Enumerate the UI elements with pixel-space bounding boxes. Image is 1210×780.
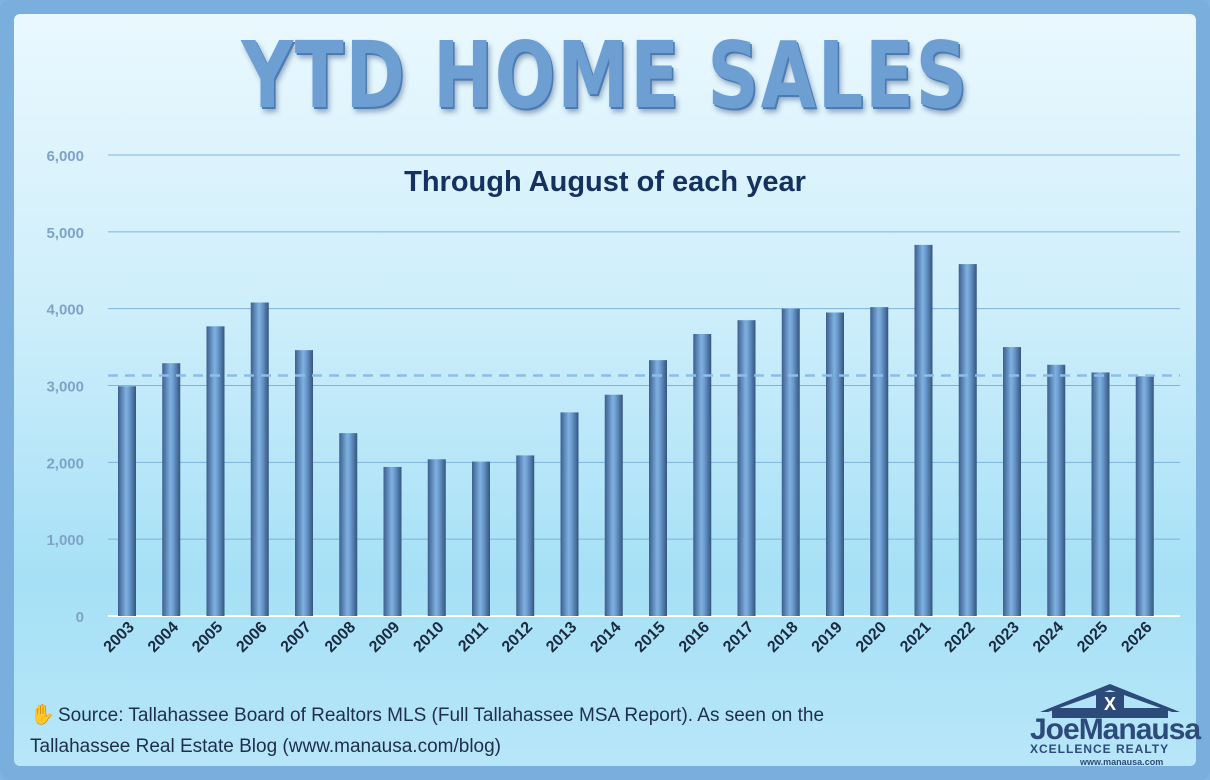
bar xyxy=(1047,364,1066,616)
x-tick-label: 2016 xyxy=(676,619,713,656)
bar xyxy=(383,466,402,616)
logo-tagline: XCELLENCE REALTY xyxy=(1030,742,1170,756)
x-tick-label: 2009 xyxy=(366,619,403,656)
x-tick-label: 2011 xyxy=(455,619,492,656)
logo-name: JoeManausa xyxy=(1030,713,1201,746)
x-tick-label: 2005 xyxy=(189,619,226,656)
bar xyxy=(250,302,269,616)
bar xyxy=(295,350,313,616)
bar xyxy=(958,264,977,616)
bar xyxy=(649,360,667,616)
x-tick-label: 2017 xyxy=(720,619,757,656)
chart-title: YTD HOME SALES xyxy=(241,22,969,129)
y-tick-label: 2,000 xyxy=(46,455,84,472)
x-tick-label: 2022 xyxy=(941,619,978,656)
x-tick-label: 2021 xyxy=(897,619,934,656)
bar xyxy=(914,244,933,616)
x-tick-label: 2015 xyxy=(632,619,669,656)
bar xyxy=(472,461,490,616)
source-line-1: Source: Tallahassee Board of Realtors ML… xyxy=(58,705,825,726)
bar xyxy=(1003,347,1021,616)
x-tick-label: 2003 xyxy=(101,619,138,656)
gridlines xyxy=(108,154,1180,617)
logo-house-icon: X xyxy=(1040,684,1180,718)
bar xyxy=(1135,376,1154,616)
bar xyxy=(162,363,181,616)
bar xyxy=(826,312,844,616)
bar xyxy=(604,394,623,616)
bar xyxy=(870,307,889,616)
x-tick-label: 2023 xyxy=(986,619,1023,656)
y-tick-label: 0 xyxy=(76,609,84,626)
x-tick-label: 2010 xyxy=(410,619,447,656)
bars xyxy=(118,244,1154,616)
bar xyxy=(516,455,535,616)
x-tick-label: 2008 xyxy=(322,619,359,656)
bar xyxy=(1091,372,1110,616)
x-tick-label: 2019 xyxy=(809,619,846,656)
source-line-2: Tallahassee Real Estate Blog (www.manaus… xyxy=(30,736,502,757)
svg-text:X: X xyxy=(1104,694,1116,714)
x-tick-label: 2018 xyxy=(764,619,801,656)
x-tick-label: 2007 xyxy=(278,619,315,656)
x-tick-label: 2013 xyxy=(543,619,580,656)
x-tick-label: 2012 xyxy=(499,619,536,656)
x-tick-label: 2025 xyxy=(1074,619,1111,656)
x-tick-label: 2020 xyxy=(853,619,890,656)
x-tick-label: 2006 xyxy=(233,619,270,656)
source-note: ✋ Source: Tallahassee Board of Realtors M… xyxy=(30,700,930,762)
bar xyxy=(693,334,712,616)
bar xyxy=(560,412,579,616)
x-tick-label: 2004 xyxy=(145,619,182,656)
x-axis-ticks: 2003 2004 2005 2006 2007 2008 2009 2010 2011 2012… xyxy=(101,619,1156,656)
y-axis-ticks: 0 1,000 2,000 3,000 4,000 5,000 6,000 xyxy=(46,148,84,626)
y-tick-label: 4,000 xyxy=(46,302,84,319)
bar xyxy=(427,459,446,616)
y-tick-label: 3,000 xyxy=(46,379,84,396)
hand-icon: ✋ xyxy=(30,704,55,726)
bar xyxy=(206,326,225,616)
x-tick-label: 2026 xyxy=(1118,619,1155,656)
x-tick-label: 2024 xyxy=(1030,619,1067,656)
x-tick-label: 2014 xyxy=(587,619,624,656)
logo-url: www.manausa.com xyxy=(1080,757,1164,767)
y-tick-label: 1,000 xyxy=(46,532,84,549)
bar xyxy=(781,308,800,616)
chart-subtitle: Through August of each year xyxy=(404,166,806,198)
y-tick-label: 6,000 xyxy=(46,148,84,165)
bar xyxy=(118,386,136,616)
bar xyxy=(339,433,358,616)
bar xyxy=(737,320,756,616)
y-tick-label: 5,000 xyxy=(46,225,84,242)
